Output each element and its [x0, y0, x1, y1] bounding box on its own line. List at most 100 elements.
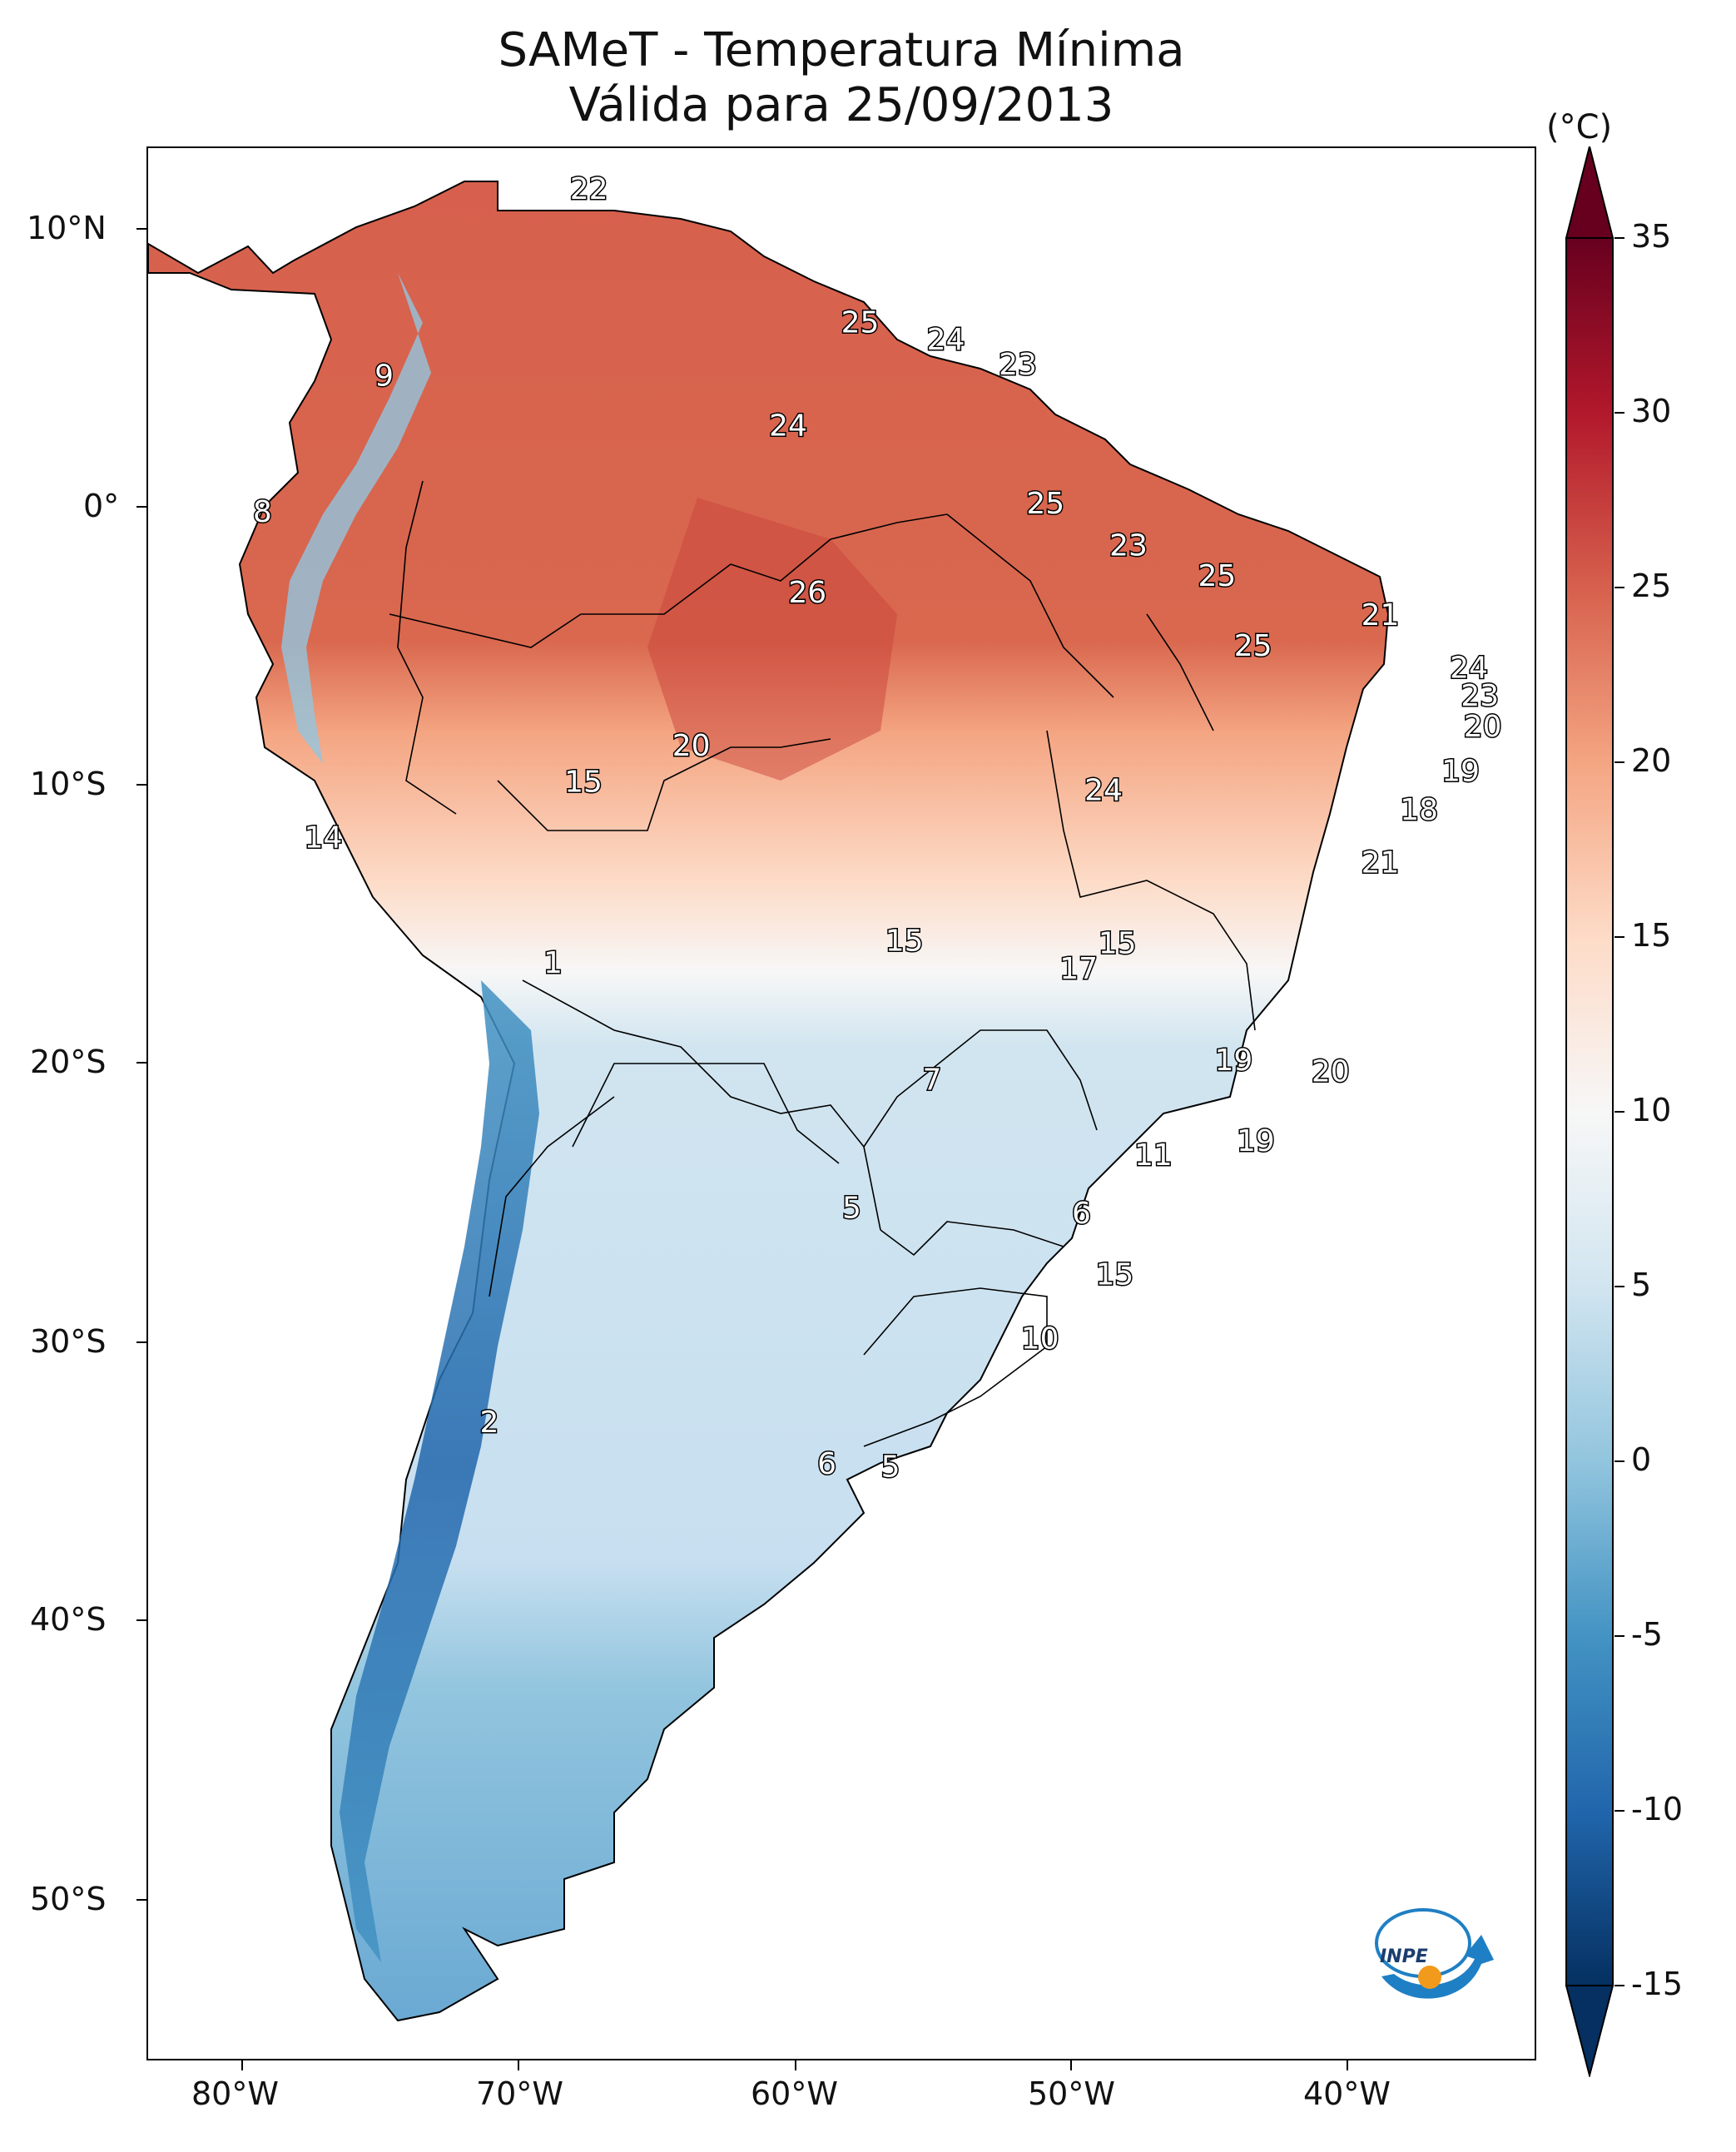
temperature-label: 25 [1198, 559, 1236, 593]
colorbar-tick-label: 25 [1631, 568, 1672, 604]
colorbar-tick-label: 15 [1631, 917, 1672, 954]
temperature-label: 24 [1450, 652, 1488, 686]
colorbar-tick-label: -10 [1631, 1791, 1684, 1827]
colorbar-tick-label: 20 [1631, 742, 1672, 779]
temperature-label: 15 [885, 924, 924, 958]
temperature-label: 21 [1362, 598, 1400, 632]
colorbar-tick-label: -15 [1631, 1966, 1684, 2002]
lon-tick-label: 80°W [191, 2075, 279, 2112]
colorbar-top-arrow [1565, 146, 1614, 239]
colorbar-tick-mark [1614, 1635, 1624, 1637]
lon-tick-label: 50°W [1028, 2075, 1115, 2112]
lon-tick-mark [1347, 2060, 1348, 2070]
temperature-label: 5 [881, 1450, 900, 1485]
colorbar-unit-label: (°C) [1546, 108, 1613, 146]
temperature-label: 24 [927, 323, 965, 357]
lon-tick-label: 40°W [1303, 2075, 1391, 2112]
temperature-label: 6 [817, 1447, 836, 1481]
temperature-label: 19 [1441, 754, 1480, 788]
colorbar-bottom-arrow [1565, 1985, 1614, 2077]
map-title-line2: Válida para 25/09/2013 [568, 78, 1114, 132]
colorbar-tick-label: 35 [1631, 218, 1672, 255]
temperature-label: 10 [1021, 1322, 1059, 1356]
lat-tick-mark [136, 1062, 146, 1064]
temperature-label: 17 [1059, 952, 1098, 986]
temperature-label: 23 [1109, 528, 1148, 563]
lon-tick-mark [518, 2060, 519, 2070]
lat-tick-mark [136, 1899, 146, 1901]
temperature-label: 20 [1312, 1055, 1350, 1089]
lat-tick-label: 10°S [30, 766, 107, 802]
colorbar [1565, 146, 1614, 2077]
temperature-label: 26 [788, 576, 826, 610]
lat-tick-mark [136, 784, 146, 786]
temperature-label: 19 [1214, 1044, 1252, 1078]
temperature-label: 24 [769, 409, 807, 443]
colorbar-tick-mark [1614, 1286, 1624, 1287]
colorbar-tick-mark [1614, 1111, 1624, 1113]
temperature-label: 1 [543, 946, 563, 980]
colorbar-tick-mark [1614, 587, 1624, 588]
temperature-label: 19 [1237, 1124, 1275, 1158]
lat-tick-label: 10°N [27, 210, 107, 246]
temperature-label: 7 [922, 1064, 941, 1098]
temperature-label: 14 [305, 821, 343, 855]
lat-tick-label: 30°S [30, 1323, 107, 1360]
northern-andes-cold [281, 273, 431, 764]
temperature-label: 23 [1461, 679, 1499, 713]
temperature-label: 2 [479, 1406, 498, 1440]
temperature-label: 21 [1362, 846, 1400, 880]
continent-land [148, 181, 1390, 2022]
logo-text: INPE [1380, 1946, 1428, 1967]
colorbar-tick-mark [1614, 1460, 1624, 1462]
temperature-label: 25 [1234, 629, 1272, 663]
lon-tick-mark [1070, 2060, 1072, 2070]
lon-tick-label: 70°W [476, 2075, 563, 2112]
temperature-label: 5 [842, 1191, 861, 1225]
lon-tick-label: 60°W [751, 2075, 838, 2112]
temperature-label: 15 [1099, 927, 1137, 961]
temperature-label: 22 [570, 172, 608, 206]
amazon-warm-zone [647, 498, 897, 781]
colorbar-tick-mark [1614, 761, 1624, 763]
colorbar-gradient [1565, 237, 1614, 1986]
map-panel: 22 25 24 23 9 24 8 25 23 25 26 21 25 24 23 20 20 19 15 24 18… [146, 146, 1536, 2060]
temperature-label: 15 [564, 766, 603, 800]
temperature-label: 20 [1464, 710, 1502, 744]
temperature-label: 9 [374, 359, 394, 393]
map-title-line1: SAMeT - Temperatura Mínima [498, 23, 1185, 77]
colorbar-tick-mark [1614, 936, 1624, 938]
colorbar-tick-mark [1614, 412, 1624, 414]
temperature-label: 25 [1026, 487, 1064, 521]
temperature-label: 20 [672, 729, 711, 763]
lon-tick-mark [795, 2060, 796, 2070]
temperature-label: 18 [1400, 793, 1438, 827]
colorbar-tick-label: 30 [1631, 393, 1672, 429]
andes-cold-zone [340, 980, 539, 1962]
temperature-label: 25 [841, 306, 880, 340]
colorbar-tick-label: 0 [1631, 1441, 1652, 1478]
temperature-label: 24 [1084, 774, 1123, 808]
lat-tick-label: 0° [83, 488, 120, 524]
colorbar-tick-label: 5 [1631, 1267, 1652, 1303]
temperature-label: 15 [1095, 1258, 1133, 1292]
colorbar-tick-mark [1614, 1810, 1624, 1812]
lat-tick-mark [136, 1619, 146, 1621]
colorbar-tick-mark [1614, 237, 1624, 239]
colorbar-tick-label: 10 [1631, 1092, 1672, 1128]
country-borders [389, 480, 1256, 1447]
lat-tick-mark [136, 228, 146, 230]
lon-tick-mark [241, 2060, 243, 2070]
lat-tick-label: 50°S [30, 1881, 107, 1917]
temperature-label: 23 [999, 348, 1037, 382]
inpe-logo: INPE [1375, 1908, 1494, 1999]
lat-tick-label: 40°S [30, 1601, 107, 1638]
colorbar-tick-label: -5 [1631, 1616, 1663, 1653]
lat-tick-mark [136, 506, 146, 508]
colorbar-tick-mark [1614, 1985, 1624, 1986]
temperature-label: 6 [1072, 1197, 1091, 1231]
temperature-label: 11 [1134, 1138, 1173, 1173]
temperature-label: 8 [253, 495, 272, 529]
lat-tick-mark [136, 1341, 146, 1343]
